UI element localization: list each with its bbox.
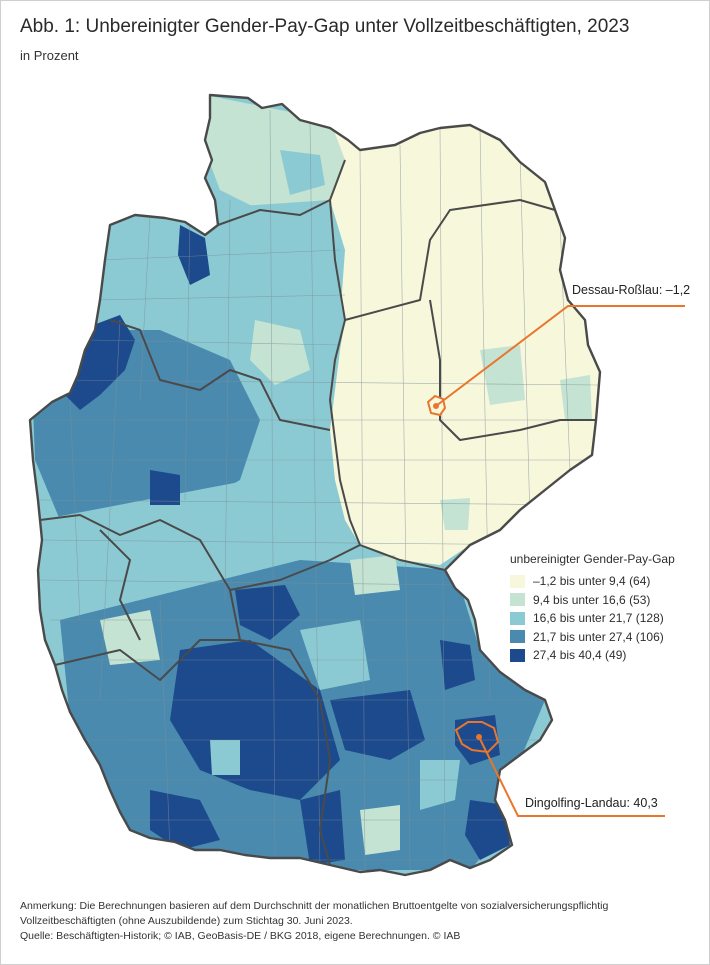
figure-title: Abb. 1: Unbereinigter Gender-Pay-Gap unt… [20,16,630,37]
map-legend: unbereinigter Gender-Pay-Gap –1,2 bis un… [510,552,705,665]
light-patches [100,150,592,855]
legend-swatch [510,574,525,588]
note-line-2: Vollzeitbeschäftigten (ohne Auszubildend… [20,915,353,927]
state-borders [28,93,602,877]
legend-swatch [510,648,525,662]
callout-dingolfing: Dingolfing-Landau: 40,3 [525,796,658,810]
district-borders [39,109,600,871]
legend-label: –1,2 bis unter 9,4 (64) [533,574,651,589]
footnotes: Anmerkung: Die Berechnungen basieren auf… [20,899,690,944]
legend-item: 9,4 bis unter 16,6 (53) [510,591,705,610]
legend-swatch [510,630,525,644]
figure-subtitle: in Prozent [20,48,79,63]
dingolfing-highlight [454,721,665,817]
legend-label: 9,4 bis unter 16,6 (53) [533,592,651,607]
note-line-1: Anmerkung: Die Berechnungen basieren auf… [20,900,609,912]
legend-item: 16,6 bis unter 21,7 (128) [510,609,705,628]
legend-item: 21,7 bis unter 27,4 (106) [510,628,705,647]
source-line: Quelle: Beschäftigten-Historik; © IAB, G… [20,930,461,942]
legend-item: –1,2 bis unter 9,4 (64) [510,572,705,591]
legend-label: 21,7 bis unter 27,4 (106) [533,629,664,644]
legend-label: 16,6 bis unter 21,7 (128) [533,611,664,626]
legend-swatch [510,611,525,625]
region-east [330,120,600,565]
legend-label: 27,4 bis 40,4 (49) [533,648,627,663]
legend-swatch [510,593,525,607]
legend-item: 27,4 bis 40,4 (49) [510,646,705,665]
dessau-highlight [426,305,685,417]
callout-dessau: Dessau-Roßlau: –1,2 [572,283,691,297]
legend-title: unbereinigter Gender-Pay-Gap [510,552,675,566]
